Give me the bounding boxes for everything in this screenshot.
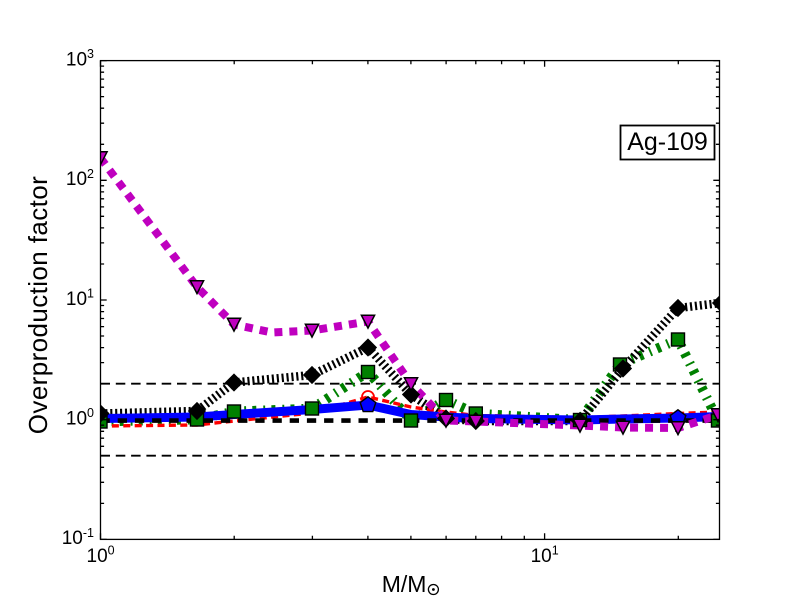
svg-text:Ag-109: Ag-109 bbox=[627, 128, 708, 156]
svg-text:103: 103 bbox=[66, 47, 94, 70]
svg-text:100: 100 bbox=[66, 406, 94, 429]
svg-text:101: 101 bbox=[66, 287, 94, 310]
svg-text:Overproduction factor: Overproduction factor bbox=[23, 176, 53, 434]
svg-text:M/M: M/M bbox=[382, 571, 427, 597]
svg-text:102: 102 bbox=[66, 167, 94, 190]
svg-text:100: 100 bbox=[87, 544, 115, 567]
svg-text:101: 101 bbox=[531, 544, 559, 567]
